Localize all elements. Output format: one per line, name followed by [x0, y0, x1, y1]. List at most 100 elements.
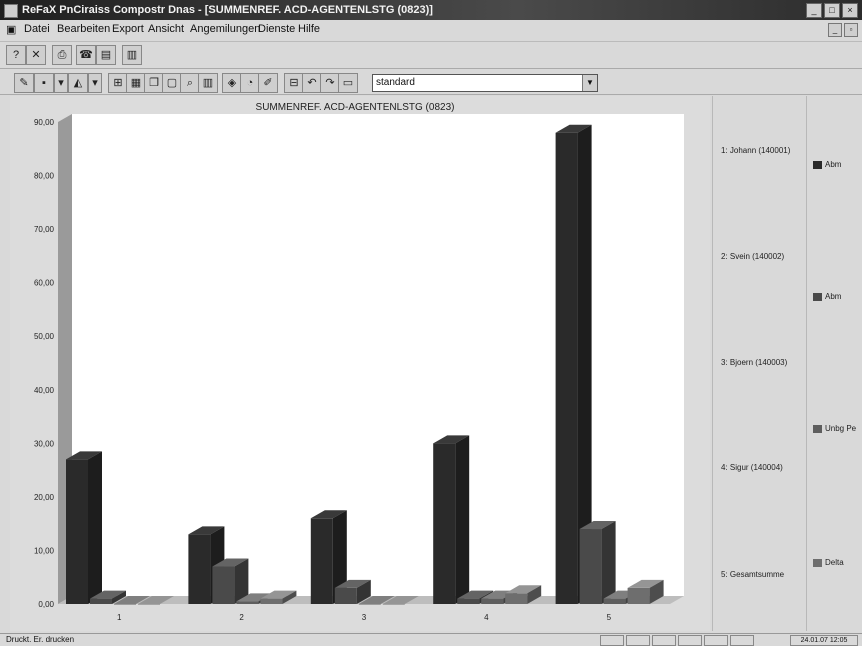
- legend-agent-2: 2: Svein (140002): [721, 252, 785, 261]
- legend-agent-4: 4: Sigur (140004): [721, 463, 783, 472]
- menu-ansicht[interactable]: Ansicht: [148, 23, 185, 35]
- save-icon[interactable]: ▪: [34, 73, 54, 93]
- window-icon[interactable]: ▭: [338, 73, 358, 93]
- chevron-down-icon[interactable]: ▼: [582, 75, 597, 91]
- style-select[interactable]: standard ▼: [372, 74, 598, 92]
- bar-front: [457, 598, 480, 604]
- legend-series-1: Abm: [813, 160, 841, 169]
- legend-agent-5: 5: Gesamtsumme: [721, 570, 785, 579]
- bar-front: [236, 601, 259, 604]
- doc-restore-button[interactable]: ▫: [844, 23, 858, 37]
- rotate-icon[interactable]: ◈: [222, 73, 242, 93]
- bar-top: [310, 510, 347, 519]
- bar-front: [90, 598, 112, 604]
- menu-hilfe[interactable]: Hilfe: [298, 23, 321, 35]
- close-button[interactable]: ×: [842, 3, 858, 18]
- agent-legend: 1: Johann (140001) 2: Svein (140002) 3: …: [712, 96, 805, 631]
- bar-side: [455, 435, 470, 604]
- bar-side: [88, 451, 102, 604]
- series-legend: Abm Abm Unbg Pe Delta: [806, 96, 862, 631]
- bar-top: [138, 596, 174, 604]
- wizard-icon[interactable]: ✎: [14, 73, 34, 93]
- bar-front: [481, 598, 504, 604]
- menu-dienste[interactable]: Dienste: [258, 23, 296, 35]
- bar-front: [603, 598, 626, 604]
- status-text: Druckt. Er. drucken: [6, 635, 75, 644]
- chart-type-icon[interactable]: ▥: [198, 73, 218, 93]
- menu-datei[interactable]: Datei: [24, 23, 50, 35]
- legend-series-2: Abm: [813, 292, 841, 301]
- doc-minimize-button[interactable]: _: [828, 23, 842, 37]
- bar-top: [236, 593, 273, 602]
- bar-top: [457, 590, 494, 599]
- zoom-icon[interactable]: ⌕: [180, 73, 200, 93]
- paste-icon[interactable]: ▢: [162, 73, 182, 93]
- bar-side: [356, 579, 371, 604]
- bar-side: [282, 590, 297, 604]
- dropdown-arrow-icon[interactable]: ▾: [88, 73, 102, 93]
- menu-export[interactable]: Export: [112, 23, 144, 35]
- bar-top: [358, 596, 395, 604]
- table-icon[interactable]: ▦: [126, 73, 146, 93]
- phone-icon[interactable]: ☎: [76, 45, 96, 65]
- close-doc-icon[interactable]: ✕: [26, 45, 46, 65]
- filter-icon[interactable]: ⊟: [284, 73, 304, 93]
- edit-icon[interactable]: ✐: [258, 73, 278, 93]
- bar-front: [138, 604, 160, 605]
- chart-title: SUMMENREF. ACD-AGENTENLSTG (0823): [256, 102, 455, 113]
- menu-angemilungen[interactable]: Angemilungen: [190, 23, 261, 35]
- paint-icon[interactable]: ◭: [68, 73, 88, 93]
- bar-top: [90, 590, 126, 599]
- redo-icon[interactable]: ↷: [320, 73, 340, 93]
- bar-top: [212, 558, 249, 567]
- y-tick-label: 10,00: [34, 546, 55, 555]
- undo-icon[interactable]: ↶: [302, 73, 322, 93]
- print-icon[interactable]: ⎙: [52, 45, 72, 65]
- report-icon[interactable]: ▤: [96, 45, 116, 65]
- bar-front: [334, 587, 357, 604]
- status-box: [626, 635, 650, 646]
- y-tick-label: 70,00: [34, 225, 55, 234]
- copy-icon[interactable]: ❐: [144, 73, 164, 93]
- bar-top: [66, 451, 102, 460]
- dropdown-arrow-icon[interactable]: ▾: [54, 73, 68, 93]
- bar-front: [114, 604, 136, 605]
- x-tick-label: 2: [239, 613, 244, 622]
- grid-icon[interactable]: ⊞: [108, 73, 128, 93]
- y-tick-label: 80,00: [34, 172, 55, 181]
- chart-icon[interactable]: ▥: [122, 45, 142, 65]
- chart-panel: SUMMENREF. ACD-AGENTENLSTG (0823) 0,00 10…: [10, 96, 710, 631]
- bar-front: [212, 566, 235, 604]
- back-wall: [72, 114, 684, 596]
- bar-front: [66, 459, 88, 604]
- help-icon[interactable]: ?: [6, 45, 26, 65]
- bar-front: [382, 604, 405, 605]
- chart-toolbar: ✎ ▪ ▾ ◭ ▾ ⊞ ▦ ❐ ▢ ⌕ ▥ ◈ ◔ ✐ ⊟ ↶ ↷ ▭: [0, 70, 862, 95]
- bar-side: [112, 590, 126, 604]
- bar-side: [649, 579, 664, 604]
- menu-bearbeiten[interactable]: Bearbeiten: [57, 23, 111, 35]
- minimize-button[interactable]: _: [806, 3, 822, 18]
- bar-side: [234, 558, 249, 604]
- bar-front: [555, 132, 578, 604]
- document-menu-icon[interactable]: ▣: [6, 24, 17, 36]
- x-tick-label: 4: [484, 613, 489, 622]
- legend-series-label: Abm: [825, 160, 842, 169]
- legend-series-label: Unbg Pe: [825, 424, 857, 433]
- window-controls: _ □ ×: [806, 3, 858, 18]
- status-box: [730, 635, 754, 646]
- legend-swatch: [813, 160, 822, 169]
- pie-icon[interactable]: ◔: [240, 73, 260, 93]
- bar-front: [433, 443, 456, 604]
- menu-bar: ▣ Datei Bearbeiten Export Ansicht Angemi…: [0, 22, 862, 39]
- maximize-button[interactable]: □: [824, 3, 840, 18]
- legend-agent-3: 3: Bjoern (140003): [721, 358, 788, 367]
- status-box: [652, 635, 676, 646]
- bar-front: [358, 604, 381, 605]
- y-tick-label: 40,00: [34, 386, 55, 395]
- app-icon[interactable]: [4, 4, 18, 18]
- x-tick-label: 5: [607, 613, 612, 622]
- status-box: [600, 635, 624, 646]
- legend-series-3: Unbg Pe: [813, 424, 856, 433]
- bar-top: [433, 435, 470, 444]
